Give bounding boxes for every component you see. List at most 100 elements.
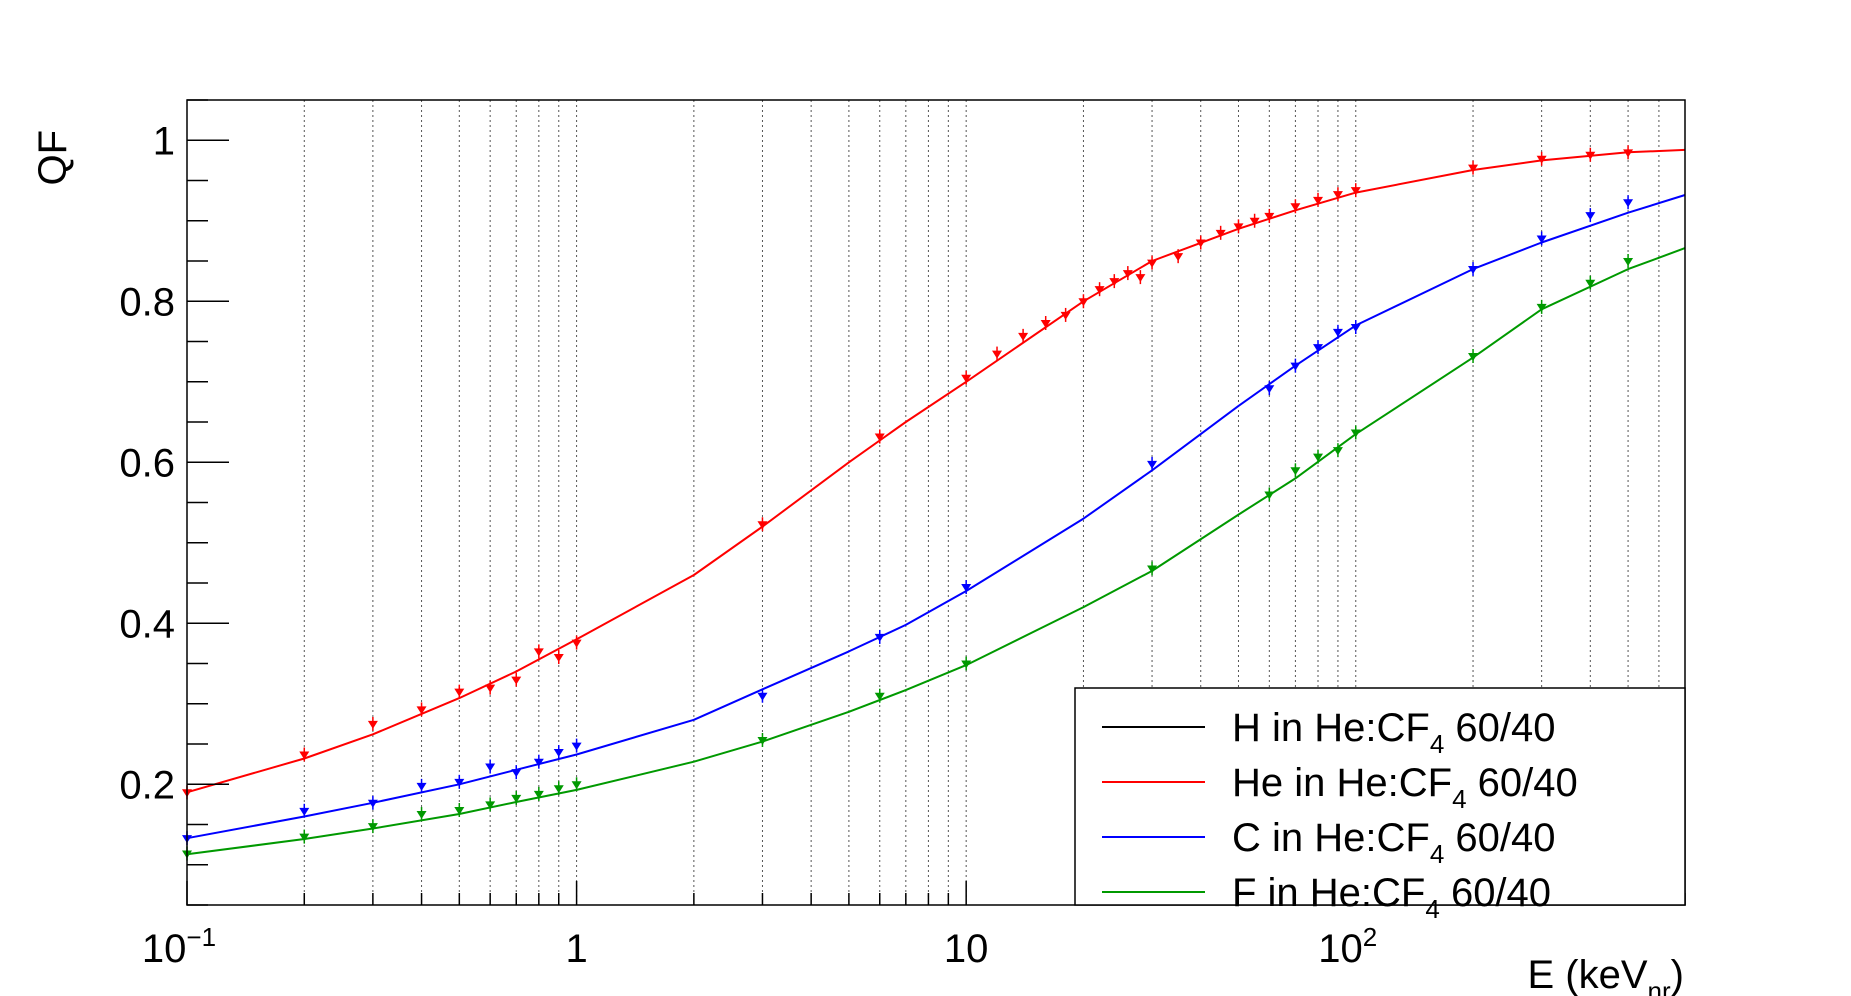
data-point <box>511 765 522 780</box>
data-point <box>1264 208 1275 223</box>
y-tick-label: 0.8 <box>119 280 175 324</box>
data-point <box>1313 340 1324 355</box>
y-tick-label: 0.6 <box>119 441 175 485</box>
x-tick-label: 10 <box>944 927 989 971</box>
legend-box <box>1074 687 1686 906</box>
data-point <box>553 650 564 665</box>
data-point <box>571 635 582 650</box>
data-point <box>1468 160 1479 175</box>
legend-label: F in He:CF4 60/40 <box>1232 871 1551 924</box>
data-point <box>1332 187 1343 202</box>
data-point <box>553 745 564 760</box>
data-point <box>454 774 465 789</box>
data-point <box>416 702 427 717</box>
data-point <box>1313 449 1324 464</box>
data-point <box>992 346 1003 361</box>
data-point <box>961 370 972 385</box>
fit-curves <box>186 148 1686 856</box>
fit-curve <box>186 194 1686 840</box>
data-point <box>1290 358 1301 373</box>
axes: 0.2 0.4 0.6 0.8 1 10−1 1 10 102 <box>119 99 1686 971</box>
data-point <box>533 644 544 659</box>
data-point <box>485 680 496 695</box>
data-point <box>454 684 465 699</box>
data-point <box>1350 183 1361 198</box>
fit-curve <box>186 247 1686 856</box>
data-point <box>571 738 582 753</box>
y-tick-label: 0.4 <box>119 602 175 646</box>
data-point <box>367 716 378 731</box>
data-point <box>533 786 544 801</box>
data-point <box>1040 315 1051 330</box>
data-point <box>1468 348 1479 363</box>
data-point <box>1195 235 1206 250</box>
data-point <box>1290 463 1301 478</box>
data-point <box>1018 328 1029 343</box>
data-point <box>299 747 310 762</box>
data-point <box>1233 219 1244 234</box>
legend-label: He in He:CF4 60/40 <box>1232 761 1578 814</box>
data-point <box>553 781 564 796</box>
data-point <box>533 754 544 769</box>
data-point <box>511 790 522 805</box>
data-point <box>1147 561 1158 576</box>
data-point <box>485 759 496 774</box>
data-point <box>367 819 378 834</box>
legend-label: C in He:CF4 60/40 <box>1232 816 1556 869</box>
data-point <box>1249 213 1260 228</box>
data-point <box>1350 425 1361 440</box>
data-point <box>1264 381 1275 396</box>
y-tick-label: 1 <box>153 119 175 163</box>
data-point <box>299 829 310 844</box>
data-point <box>1585 275 1596 290</box>
y-tick-label: 0.2 <box>119 763 175 807</box>
x-tick-label: 1 <box>565 927 587 971</box>
data-point <box>1264 487 1275 502</box>
data-point <box>1147 456 1158 471</box>
data-point <box>961 580 972 595</box>
data-point <box>1585 208 1596 223</box>
data-point <box>454 803 465 818</box>
data-point <box>874 429 885 444</box>
data-point <box>1147 255 1158 270</box>
data-point <box>416 778 427 793</box>
x-axis-title-sub: nr <box>1648 976 1671 996</box>
data-point <box>757 517 768 532</box>
data-point <box>1078 294 1089 309</box>
data-point <box>1135 270 1146 285</box>
fit-curve <box>186 148 1686 794</box>
data-point <box>571 777 582 792</box>
data-point <box>1332 324 1343 339</box>
data-point <box>1332 443 1343 458</box>
data-point <box>1536 299 1547 314</box>
data-point <box>416 807 427 822</box>
legend-label: H in He:CF4 60/40 <box>1232 706 1556 759</box>
data-point <box>1350 320 1361 335</box>
data-point <box>874 688 885 703</box>
data-point <box>367 795 378 810</box>
data-point <box>874 629 885 644</box>
data-point <box>1536 231 1547 246</box>
data-point <box>1094 282 1105 297</box>
data-point <box>1536 151 1547 166</box>
data-point <box>1313 192 1324 207</box>
data-point <box>1060 307 1071 322</box>
data-point <box>757 688 768 703</box>
data-point <box>1585 147 1596 162</box>
data-point <box>961 656 972 671</box>
data-point <box>1623 145 1634 160</box>
data-point <box>1623 254 1634 268</box>
y-axis-title: QF <box>31 130 75 186</box>
data-point <box>299 803 310 818</box>
data-point <box>1109 274 1120 289</box>
data-point <box>1623 195 1634 210</box>
data-point <box>485 797 496 812</box>
x-axis-title-main: E (keV <box>1528 953 1648 996</box>
data-point <box>1290 199 1301 214</box>
data-point <box>757 732 768 747</box>
data-point <box>1215 225 1226 240</box>
x-axis-title: E (keVnr) <box>1528 953 1685 996</box>
data-point <box>1468 262 1479 277</box>
